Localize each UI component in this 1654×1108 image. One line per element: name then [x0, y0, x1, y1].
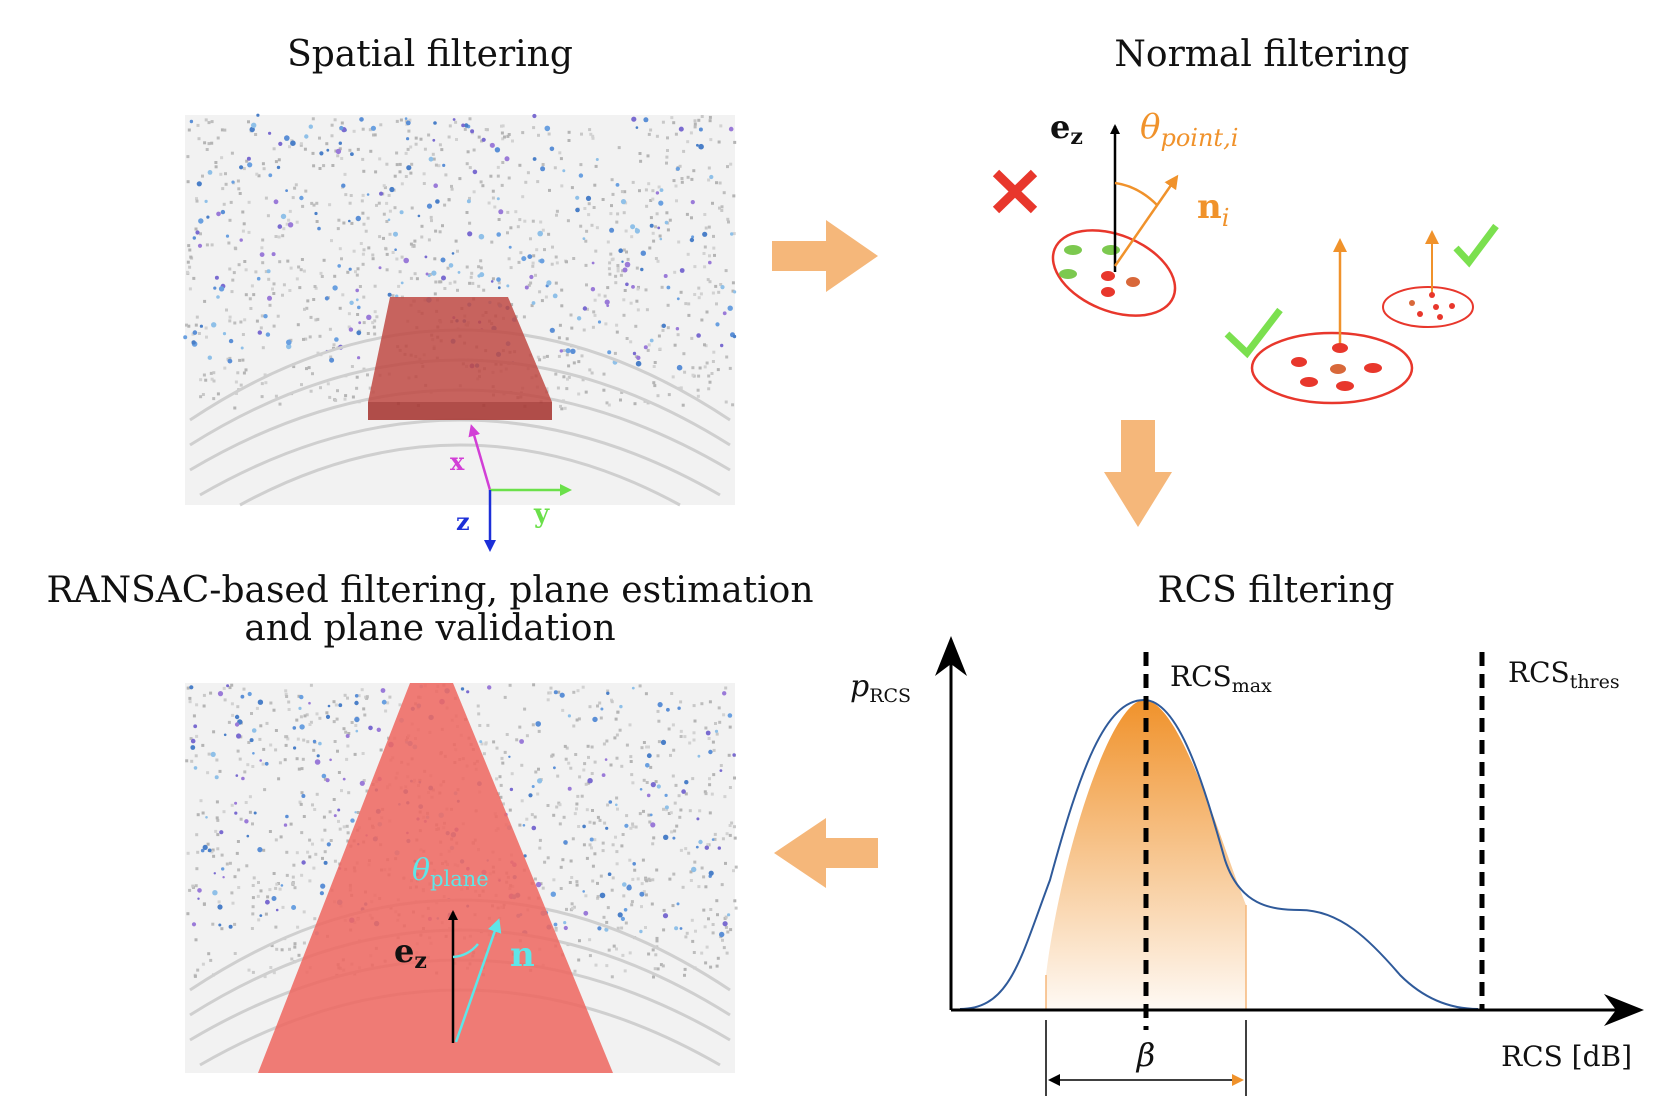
red-point: [1101, 287, 1115, 297]
green-point: [1059, 269, 1077, 279]
red-point: [1449, 303, 1455, 309]
theta-plane-arc: [452, 943, 479, 959]
spatial-filter-box: [368, 297, 552, 420]
point-cloud-scatter: [183, 113, 737, 411]
normal-filtering-title: Normal filtering: [1114, 34, 1409, 75]
red-point: [1417, 311, 1423, 317]
z-axis-label: z: [456, 507, 470, 536]
theta-plane-label: θplane: [412, 853, 489, 891]
red-point: [1433, 304, 1439, 310]
rcs-x-axis-label: RCS [dB]: [1501, 1040, 1632, 1073]
rejected-patch-ellipse: [1051, 229, 1177, 317]
green-point: [1102, 245, 1120, 255]
spatial-filtering-title: Spatial filtering: [287, 34, 573, 75]
rcs-y-axis-arrowhead: [935, 636, 967, 676]
estimated-ground-plane: [258, 683, 613, 1073]
red-point: [1336, 381, 1354, 391]
rcs-thres-label: RCSthres: [1508, 656, 1620, 693]
accepted-patch-ellipse-small: [1382, 286, 1474, 328]
ez-label: ez: [1050, 108, 1083, 150]
plane-normal-label: n: [510, 935, 535, 975]
ransac-title-line1: RANSAC-based filtering, plane estimation: [46, 570, 813, 611]
orange-point: [1330, 364, 1346, 374]
rcs-density-curve: [959, 698, 1479, 1010]
red-point: [1429, 292, 1435, 298]
theta-point-arc: [1114, 181, 1158, 206]
coordinate-axes: x y z: [450, 424, 572, 552]
reject-cross-icon: [992, 169, 1038, 214]
red-point: [1332, 343, 1348, 353]
ransac-title-line2: and plane validation: [244, 608, 615, 649]
rcs-max-label: RCSmax: [1170, 660, 1272, 697]
x-axis-arrow: [468, 424, 492, 491]
accept-check-icon: [1453, 223, 1499, 268]
rcs-y-axis-label: pRCS: [850, 669, 911, 707]
rcs-filtering-title: RCS filtering: [1157, 570, 1394, 611]
ransac-vectors: ez n θplane: [394, 853, 535, 1043]
ez-label: ez: [394, 932, 427, 974]
flow-arrow-right: [772, 220, 878, 292]
plane-normal-arrow: [454, 918, 502, 1043]
theta-point-label: θpoint,i: [1140, 107, 1238, 152]
accepted-patch-ellipse-large: [1250, 331, 1414, 405]
beta-label: β: [1136, 1036, 1156, 1074]
flow-arrow-left: [774, 818, 878, 888]
accept-check-icon: [1224, 307, 1283, 359]
orange-point: [1409, 300, 1415, 306]
x-axis-label: x: [450, 447, 465, 476]
red-point: [1300, 377, 1318, 387]
flow-arrow-down: [1104, 420, 1172, 527]
rcs-x-axis-arrowhead: [1604, 994, 1644, 1026]
red-point: [1437, 314, 1443, 320]
red-point: [1101, 271, 1115, 281]
normal-vector-arrow: [1113, 174, 1179, 267]
red-point: [1291, 357, 1307, 367]
orange-point: [1126, 277, 1140, 287]
red-point: [1364, 363, 1382, 373]
normal-i-label: ni: [1197, 187, 1229, 232]
rcs-distribution-plot: β pRCS RCSmax RCSthres RCS [dB]: [850, 636, 1644, 1096]
green-point: [1064, 245, 1082, 255]
y-axis-label: y: [533, 499, 550, 529]
normal-filtering-diagram: ez θpoint,i ni: [992, 107, 1499, 405]
